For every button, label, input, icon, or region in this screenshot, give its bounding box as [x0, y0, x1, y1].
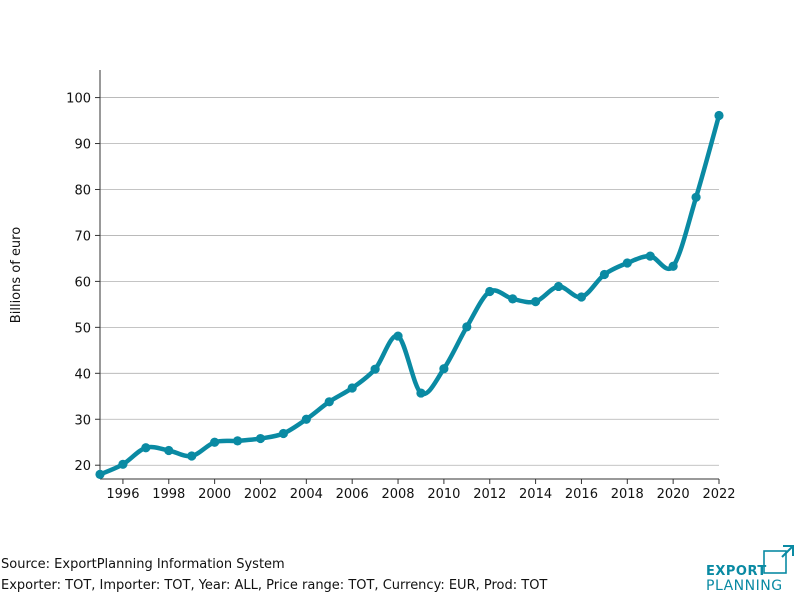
data-point-2008 [393, 331, 403, 341]
data-point-2013 [508, 294, 518, 304]
data-point-1998 [164, 445, 174, 456]
y-tick-label: 90 [74, 138, 91, 153]
data-point-2009 [416, 388, 426, 398]
data-point-2014 [530, 297, 541, 307]
y-tick-label: 30 [74, 413, 91, 428]
x-tick-label: 2018 [611, 487, 644, 502]
data-point-1999 [187, 451, 197, 461]
data-point-2012 [485, 286, 495, 297]
y-tick-label: 70 [74, 229, 91, 244]
data-point-2021 [691, 192, 701, 202]
y-tick-label: 80 [74, 183, 91, 198]
y-tick-label: 100 [66, 92, 91, 107]
x-tick-label: 1998 [152, 487, 185, 502]
data-point-2002 [255, 433, 266, 444]
x-tick-label: 2008 [381, 487, 414, 502]
line-chart: 20 30 40 50 60 70 80 90 100 1996 1998 2000 2002 2004… [9, 70, 736, 502]
data-point-2022 [714, 110, 724, 121]
data-point-2000 [210, 437, 220, 447]
data-point-2018 [622, 258, 632, 268]
x-tick-label: 2000 [198, 487, 231, 502]
x-tick-label: 2020 [657, 487, 690, 502]
data-point-2017 [599, 269, 609, 280]
data-point-1995 [95, 469, 105, 480]
y-axis-label: Billions of euro [9, 227, 24, 323]
data-point-2020 [668, 261, 678, 271]
y-tick-label: 20 [74, 459, 91, 474]
data-point-2004 [301, 414, 311, 424]
data-point-2001 [232, 436, 243, 446]
data-point-2011 [462, 322, 472, 332]
logo-word-planning: PLANNING [706, 578, 783, 594]
y-tick-label: 60 [74, 275, 91, 290]
data-point-2015 [553, 281, 564, 292]
exportplanning-logo: EXPORT PLANNING [704, 545, 796, 595]
grid-lines [100, 97, 719, 466]
filters-text: Exporter: TOT, Importer: TOT, Year: ALL,… [1, 578, 548, 593]
data-point-2019 [645, 251, 655, 261]
axes [99, 70, 719, 480]
x-tick-label: 2016 [565, 487, 598, 502]
y-tick-labels: 20 30 40 50 60 70 80 90 100 [66, 92, 100, 474]
series-points [95, 110, 724, 480]
x-tick-label: 2004 [290, 487, 323, 502]
x-tick-label: 2022 [702, 487, 735, 502]
data-point-1997 [141, 443, 151, 453]
data-point-2010 [439, 364, 449, 374]
x-tick-label: 2006 [336, 487, 369, 502]
data-point-2007 [370, 364, 380, 374]
data-point-1996 [118, 459, 128, 469]
x-tick-label: 2002 [244, 487, 277, 502]
data-point-2016 [576, 292, 587, 302]
y-tick-label: 50 [74, 321, 91, 336]
x-tick-label: 2010 [427, 487, 460, 502]
x-tick-label: 1996 [106, 487, 139, 502]
data-point-2006 [347, 383, 357, 393]
x-tick-labels: 1996 1998 2000 2002 2004 2006 2008 2010 2012 2014… [106, 479, 736, 502]
logo-mark-icon [763, 545, 794, 574]
series-line [97, 113, 722, 477]
logo-word-export: EXPORT [706, 564, 767, 579]
y-tick-label: 40 [74, 367, 91, 382]
data-point-2005 [324, 397, 334, 407]
x-tick-label: 2014 [519, 487, 552, 502]
data-point-2003 [278, 428, 289, 439]
source-text: Source: ExportPlanning Information Syste… [1, 557, 285, 572]
x-tick-label: 2012 [473, 487, 506, 502]
